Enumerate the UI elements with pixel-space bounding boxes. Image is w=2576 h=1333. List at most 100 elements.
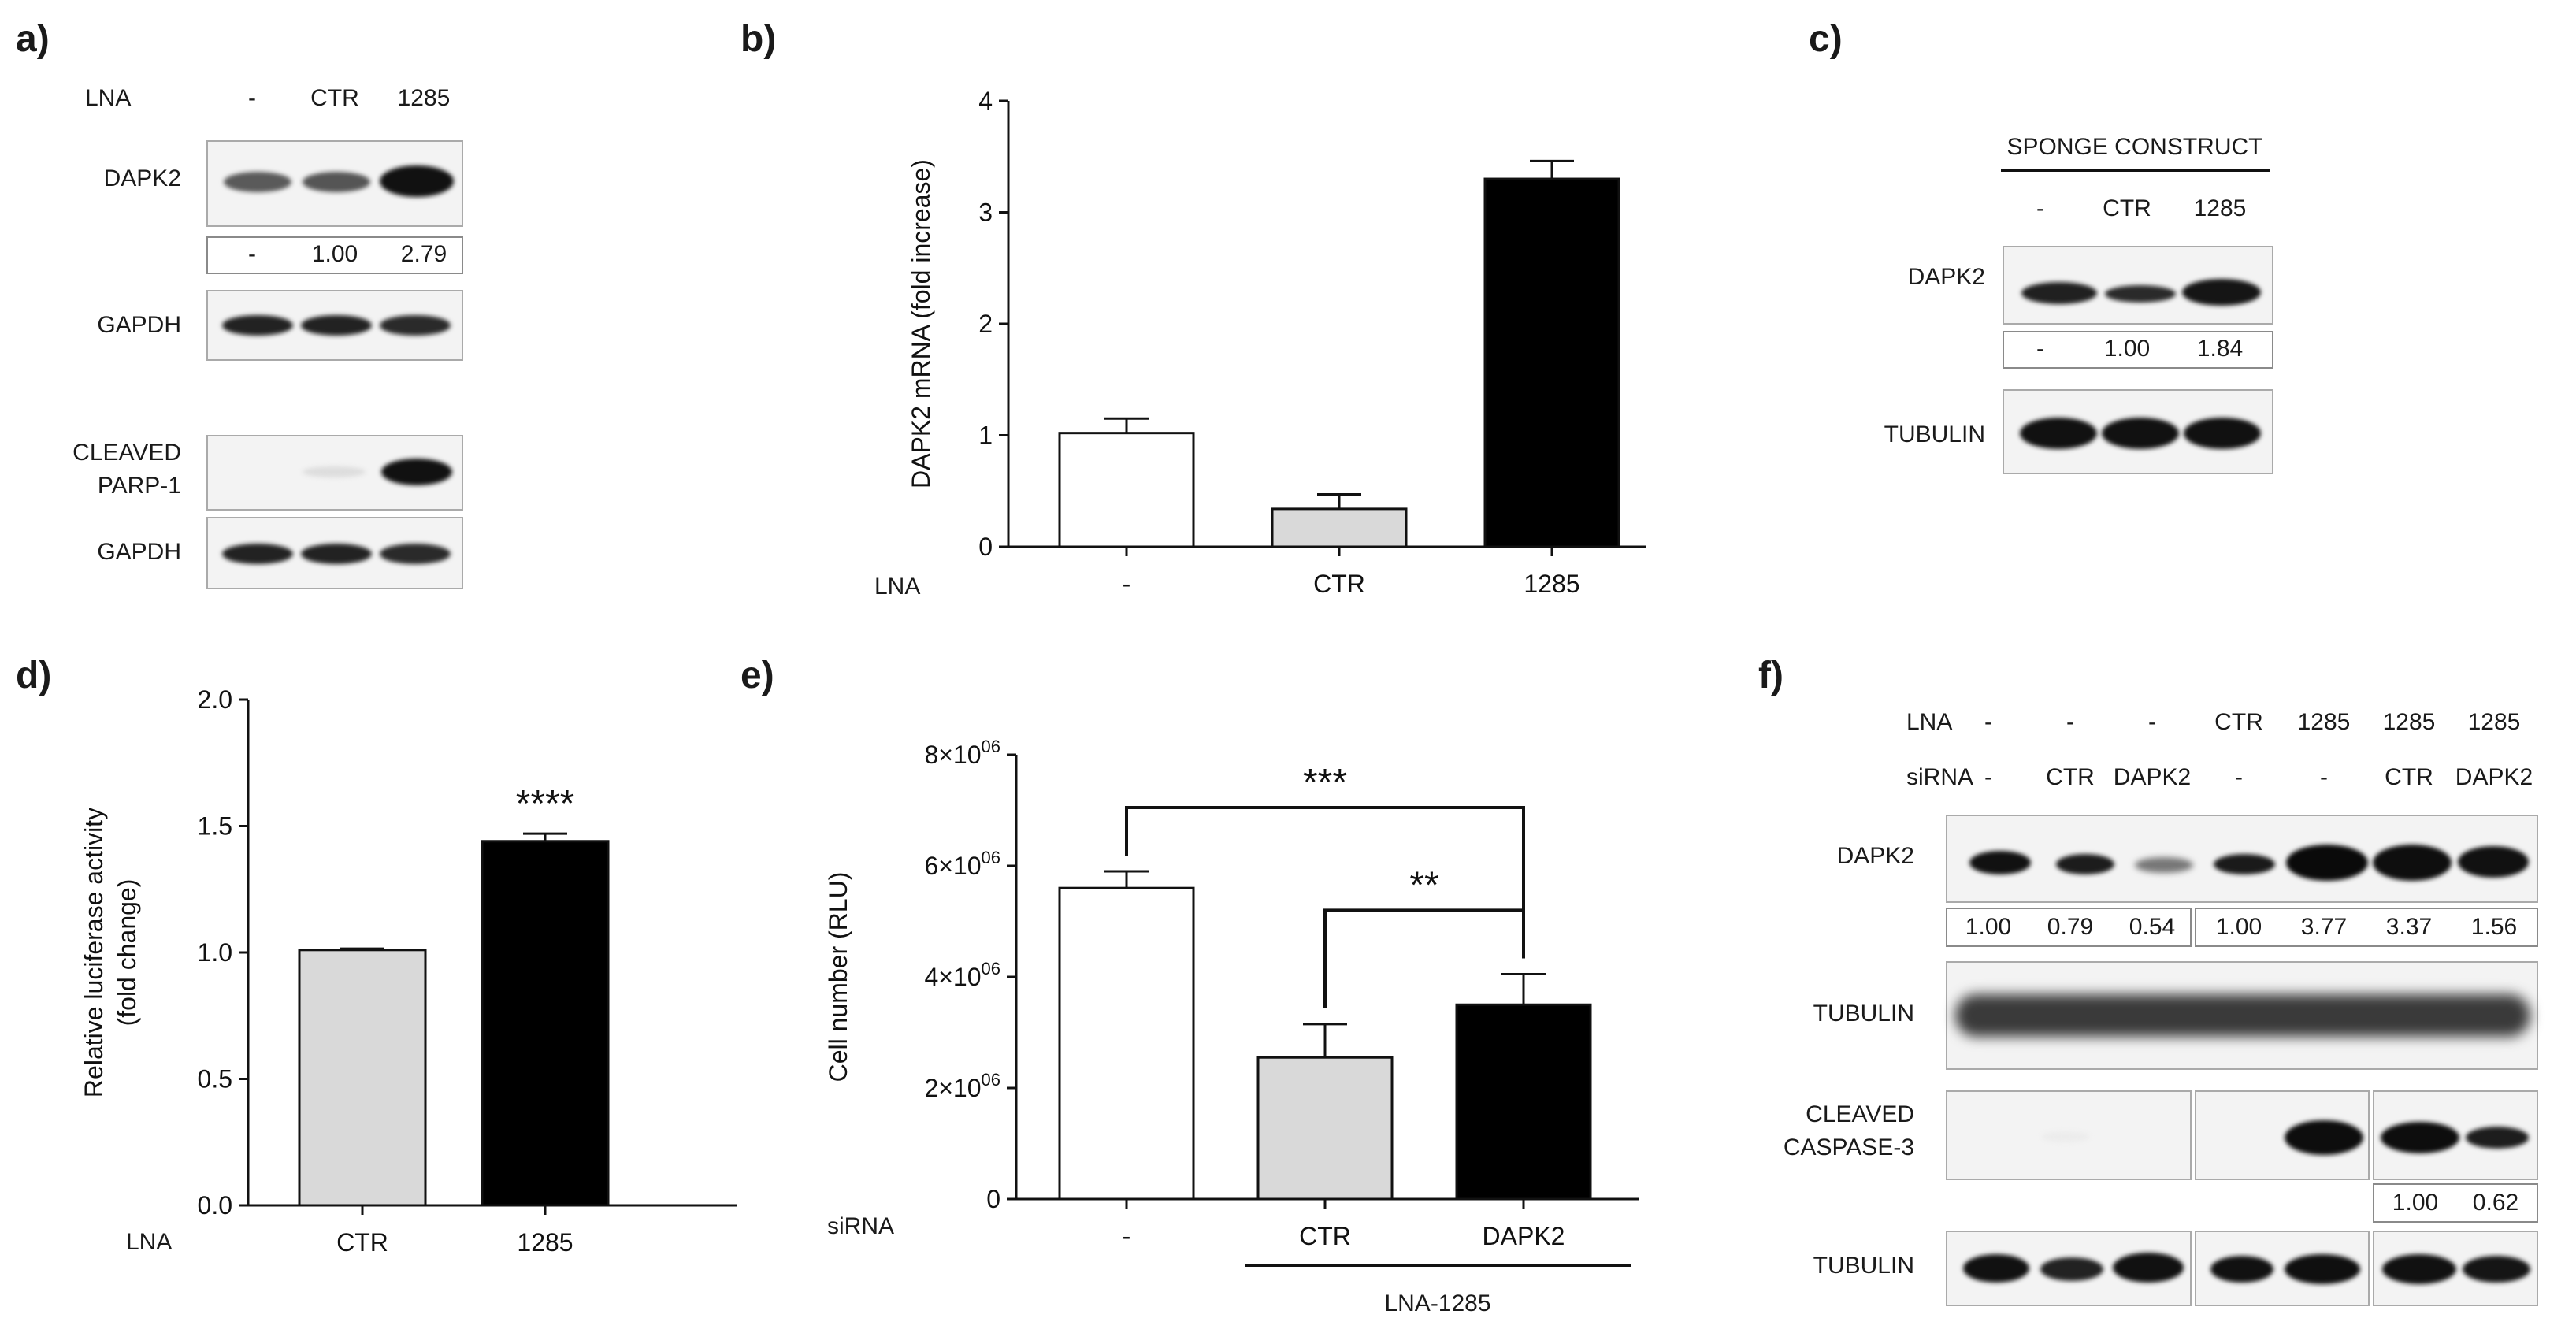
bar-CTR xyxy=(1256,1056,1394,1201)
panel-f-blot-label-tubulin: TUBULIN xyxy=(1813,1001,1914,1027)
blot-f-tubulin-2a xyxy=(1946,1231,2192,1306)
y-tick-label: 4 xyxy=(978,87,993,115)
panel-d-label: d) xyxy=(16,655,52,696)
significance-label: ** xyxy=(1409,864,1438,906)
band xyxy=(2466,1127,2529,1149)
band xyxy=(301,315,372,336)
lane-label-sirna: CTR xyxy=(2046,764,2095,790)
band xyxy=(2056,854,2114,874)
blot-f-tubulin xyxy=(1946,961,2538,1070)
band xyxy=(380,544,451,564)
quant-box-c-dapk2 xyxy=(2003,331,2273,369)
panel-a-blot-label-parp1-l2: PARP-1 xyxy=(97,473,181,499)
panel-a-lane-2: CTR xyxy=(310,85,359,111)
lane-label-sirna: - xyxy=(2320,764,2328,790)
panel-a-label: a) xyxy=(16,18,50,60)
x-tick-label: - xyxy=(1123,1222,1131,1250)
band xyxy=(380,165,454,197)
blot-f-tubulin-2c xyxy=(2373,1231,2538,1306)
bar-- xyxy=(1058,886,1195,1201)
bar-DAPK2 xyxy=(1455,1003,1592,1201)
lane-label-lna: - xyxy=(2066,709,2074,735)
panel-c-lane-2: CTR xyxy=(2103,195,2151,221)
band xyxy=(1955,994,2530,1037)
quant-value: 1.00 xyxy=(1965,914,2012,940)
quant-box-f-dapk2-b xyxy=(2195,908,2538,947)
band xyxy=(2102,418,2179,449)
band xyxy=(2135,857,2193,873)
panel-a-blot-label-gapdh: GAPDH xyxy=(97,312,181,338)
band xyxy=(303,172,370,192)
panel-f-blot-label-tubulin-2: TUBULIN xyxy=(1813,1253,1914,1279)
bar-CTR xyxy=(298,949,427,1207)
band xyxy=(301,544,372,564)
lane-label-lna: - xyxy=(2148,709,2156,735)
quant-box-f-casp3 xyxy=(2373,1183,2538,1223)
y-axis-label: Relative luciferase activity xyxy=(80,808,108,1097)
blot-f-tubulin-2b xyxy=(2195,1231,2370,1306)
bar-CTR xyxy=(1271,507,1408,548)
band xyxy=(2458,846,2529,878)
panel-a-row-label: LNA xyxy=(85,85,132,111)
blot-f-casp3-c xyxy=(2373,1090,2538,1180)
panel-f-blot-label-casp3-l2: CASPASE-3 xyxy=(1783,1134,1914,1160)
band xyxy=(2182,279,2261,306)
band xyxy=(2020,418,2097,449)
x-tick-label: CTR xyxy=(336,1228,388,1257)
quant-value: 1.56 xyxy=(2470,914,2518,940)
band xyxy=(2184,418,2261,449)
band xyxy=(1963,1254,2029,1283)
panel-b-row-label: LNA xyxy=(874,574,921,600)
y-tick-label: 0 xyxy=(986,1185,1000,1213)
quant-value: 1.00 xyxy=(2392,1190,2439,1216)
quant-box-a-dapk2 xyxy=(206,236,463,274)
lane-label-sirna: DAPK2 xyxy=(2113,764,2192,790)
panel-e-group-rule xyxy=(1245,1264,1631,1267)
lane-label-sirna: CTR xyxy=(2385,764,2433,790)
panel-a-blot-label-dapk2: DAPK2 xyxy=(103,165,181,191)
bar-- xyxy=(1058,432,1195,548)
panel-f-row1-label: LNA xyxy=(1906,709,1953,735)
band xyxy=(2382,1254,2456,1284)
y-tick-label: 0.5 xyxy=(198,1065,232,1094)
band xyxy=(2373,845,2452,881)
band xyxy=(2286,845,2368,881)
panel-e-row-label: siRNA xyxy=(827,1213,895,1239)
y-tick-label: 1.0 xyxy=(198,938,232,967)
lane-label-sirna: - xyxy=(2235,764,2243,790)
quant-value: 2.79 xyxy=(400,241,447,267)
y-tick-label: 6×1006 xyxy=(924,848,1000,880)
blot-f-dapk2 xyxy=(1946,815,2538,903)
band xyxy=(2214,854,2275,874)
x-tick-label: 1285 xyxy=(517,1228,573,1257)
lane-label-lna: 1285 xyxy=(2297,709,2351,735)
panel-c-lane-1: - xyxy=(2036,195,2044,221)
panel-f-blot-label-casp3-l1: CLEAVED xyxy=(1806,1101,1914,1127)
y-tick-label: 2 xyxy=(978,310,993,338)
panel-f-label: f) xyxy=(1758,655,1784,696)
lane-label-lna: CTR xyxy=(2214,709,2263,735)
blot-a-cleaved-parp1 xyxy=(206,435,463,511)
y-tick-label: 1 xyxy=(978,421,993,450)
band xyxy=(1969,851,2031,874)
quant-value: 0.54 xyxy=(2129,914,2176,940)
panel-b-label: b) xyxy=(741,18,777,60)
band xyxy=(2463,1256,2530,1283)
lane-label-lna: 1285 xyxy=(2382,709,2436,735)
panel-a-lane-1: - xyxy=(248,85,256,111)
band xyxy=(2040,1257,2103,1281)
blot-a-gapdh xyxy=(206,290,463,361)
lane-label-sirna: - xyxy=(1984,764,1992,790)
band xyxy=(2381,1122,2459,1153)
quant-value: 1.00 xyxy=(2103,336,2151,362)
significance-bracket xyxy=(1125,805,1525,959)
y-tick-label: 2×1006 xyxy=(924,1070,1000,1102)
quant-value: - xyxy=(2036,336,2044,362)
y-axis-label-2: (fold change) xyxy=(113,879,141,1027)
y-tick-label: 0.0 xyxy=(198,1191,232,1220)
lane-label-sirna: DAPK2 xyxy=(2455,764,2533,790)
band xyxy=(2042,1131,2089,1142)
quant-value: 1.00 xyxy=(311,241,358,267)
